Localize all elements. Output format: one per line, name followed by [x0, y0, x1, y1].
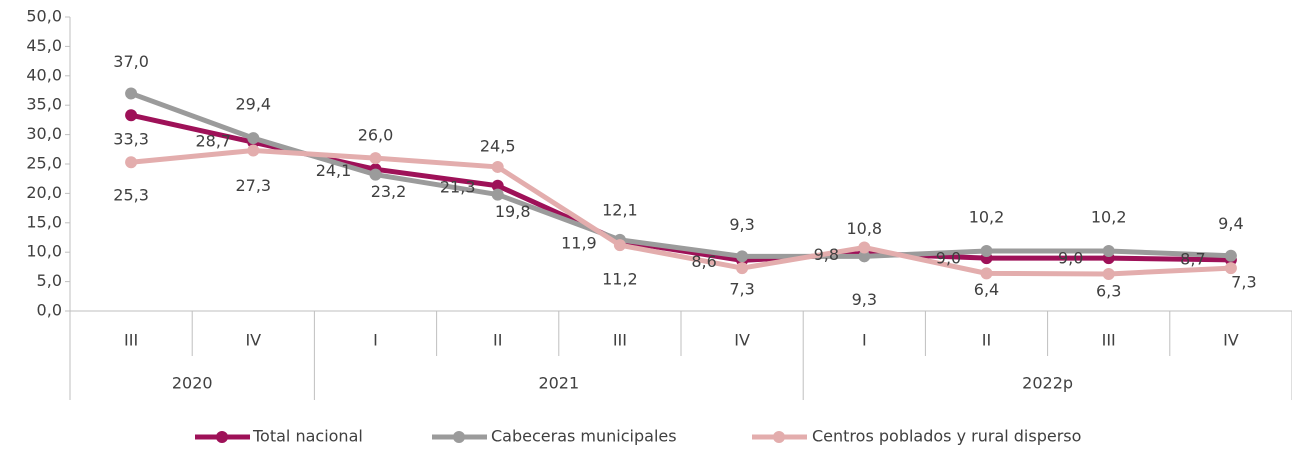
- x-tick-label: I: [862, 331, 867, 350]
- data-point: [125, 87, 138, 100]
- data-label: 21,3: [440, 177, 476, 196]
- data-label: 11,9: [561, 234, 597, 253]
- legend-label: Cabeceras municipales: [491, 427, 677, 446]
- data-point: [858, 250, 871, 263]
- group-label: 2020: [172, 374, 213, 393]
- group-label: 2022p: [1022, 374, 1073, 393]
- y-tick-label: 40,0: [26, 65, 62, 84]
- x-tick-label: I: [373, 331, 378, 350]
- data-point: [491, 179, 504, 192]
- data-point: [858, 241, 871, 254]
- data-label: 10,2: [969, 208, 1005, 227]
- data-label: 9,3: [852, 290, 877, 309]
- data-label: 7,3: [1231, 273, 1256, 292]
- data-point: [491, 188, 504, 201]
- legend-label: Total nacional: [252, 427, 363, 446]
- data-label: 10,2: [1091, 208, 1127, 227]
- data-point: [491, 160, 504, 173]
- data-label: 28,7: [195, 132, 231, 151]
- data-point: [736, 250, 749, 263]
- data-label: 9,3: [729, 215, 754, 234]
- data-point: [125, 109, 138, 122]
- x-tick-label: IV: [734, 331, 750, 350]
- x-tick-label: IV: [245, 331, 261, 350]
- data-label: 23,2: [371, 182, 407, 201]
- data-label: 33,3: [113, 130, 149, 149]
- data-label: 6,4: [974, 280, 999, 299]
- data-label: 12,1: [602, 200, 638, 219]
- data-label: 27,3: [235, 176, 271, 195]
- y-tick-label: 15,0: [26, 212, 62, 231]
- data-point: [247, 132, 260, 145]
- x-tick-label: III: [1102, 331, 1116, 350]
- data-point: [1224, 262, 1237, 275]
- data-label: 26,0: [358, 126, 394, 145]
- data-label: 8,7: [1180, 249, 1205, 268]
- data-label: 10,8: [846, 219, 882, 238]
- data-label: 11,2: [602, 270, 638, 289]
- y-tick-label: 5,0: [37, 271, 62, 290]
- data-point: [369, 168, 382, 181]
- data-point: [980, 267, 993, 280]
- series-line: [130, 112, 1231, 263]
- data-point: [736, 262, 749, 275]
- legend-marker: [453, 431, 465, 443]
- data-label: 8,6: [691, 252, 716, 271]
- series-line: [130, 147, 1232, 277]
- data-label: 9,0: [936, 249, 961, 268]
- data-point: [125, 156, 138, 169]
- data-label: 9,0: [1058, 249, 1083, 268]
- data-label: 7,3: [729, 280, 754, 299]
- data-point: [1224, 249, 1237, 262]
- x-tick-label: III: [613, 331, 627, 350]
- group-label: 2021: [538, 374, 579, 393]
- y-tick-label: 30,0: [26, 124, 62, 143]
- data-point: [247, 144, 260, 157]
- data-point: [1102, 267, 1115, 280]
- data-point: [613, 239, 626, 252]
- data-label: 9,4: [1218, 214, 1243, 233]
- y-tick-label: 20,0: [26, 183, 62, 202]
- data-label: 25,3: [113, 186, 149, 205]
- data-label: 37,0: [113, 52, 149, 71]
- x-tick-label: II: [493, 331, 502, 350]
- legend-marker: [216, 431, 228, 443]
- data-label: 19,8: [495, 202, 531, 221]
- x-tick-label: III: [124, 331, 138, 350]
- y-tick-label: 50,0: [26, 7, 62, 26]
- y-tick-label: 0,0: [37, 301, 62, 320]
- y-tick-label: 25,0: [26, 154, 62, 173]
- data-label: 6,3: [1096, 281, 1121, 300]
- x-tick-label: II: [982, 331, 991, 350]
- data-label: 24,5: [480, 136, 516, 155]
- series-line: [130, 91, 1231, 259]
- y-tick-label: 10,0: [26, 242, 62, 261]
- x-tick-label: IV: [1223, 331, 1239, 350]
- data-label: 24,1: [316, 161, 352, 180]
- data-point: [980, 245, 993, 258]
- y-tick-label: 45,0: [26, 36, 62, 55]
- data-point: [1102, 245, 1115, 258]
- data-point: [369, 152, 382, 165]
- data-label: 9,8: [814, 245, 839, 264]
- legend-marker: [773, 431, 785, 443]
- data-label: 29,4: [235, 95, 271, 114]
- legend-label: Centros poblados y rural disperso: [812, 427, 1081, 446]
- y-tick-label: 35,0: [26, 95, 62, 114]
